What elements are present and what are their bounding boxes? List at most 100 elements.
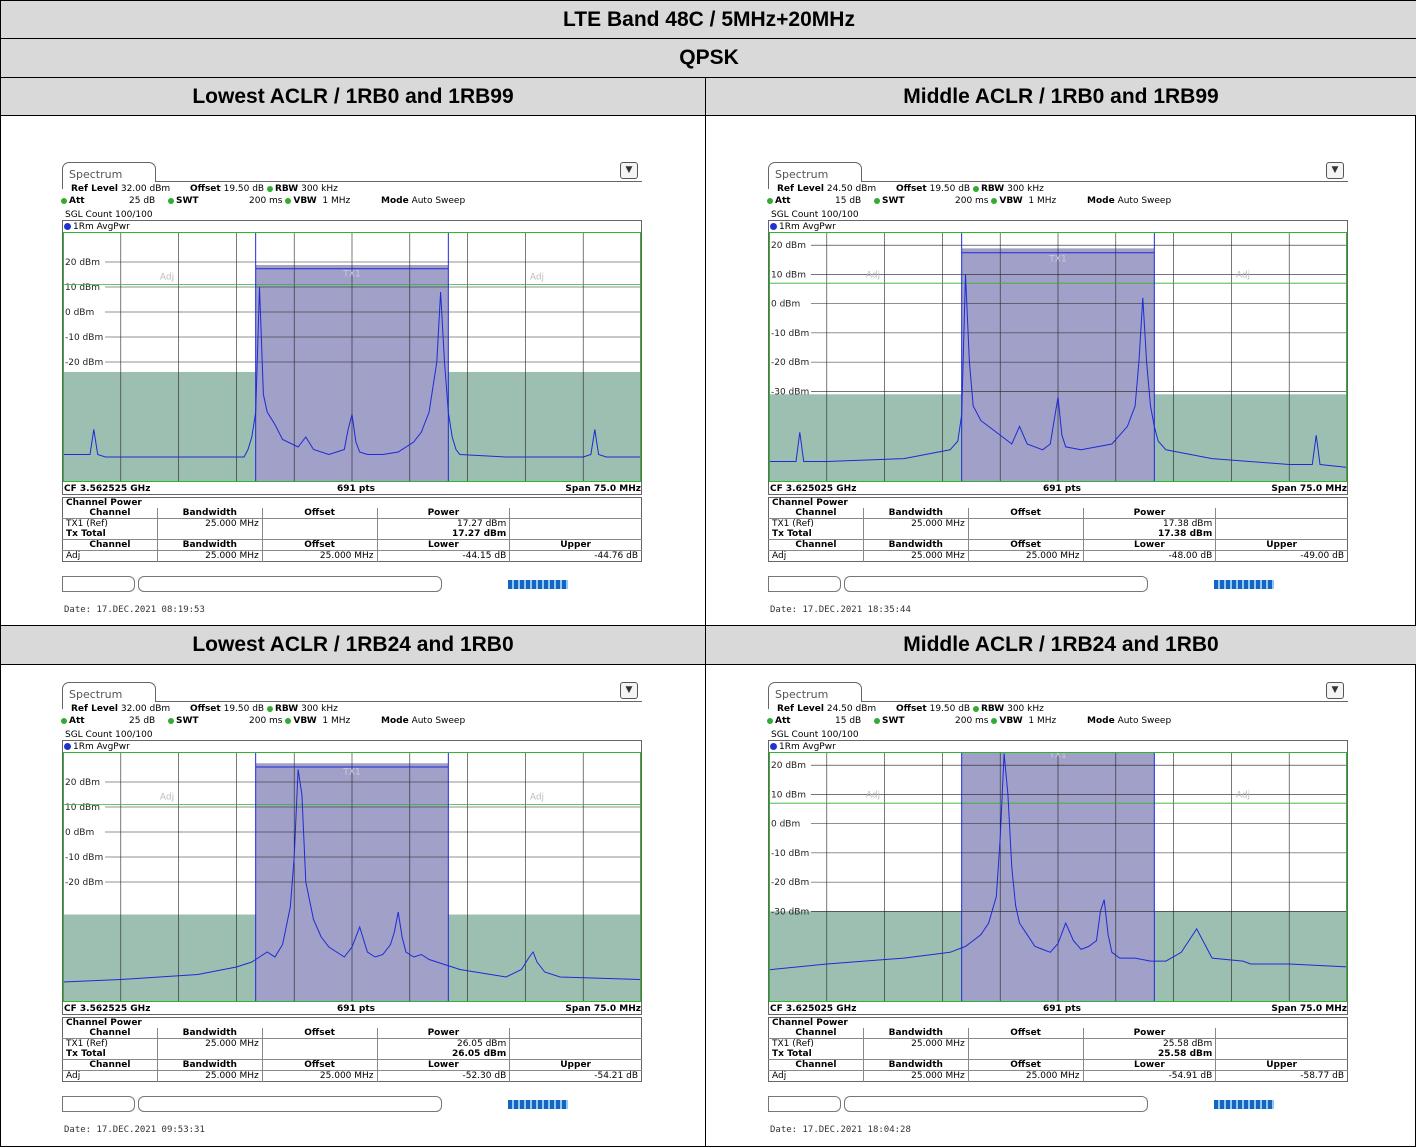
progress-bar [508, 580, 568, 589]
channel-power-table: Channel Power Channel Bandwidth Offset P… [768, 1017, 1348, 1082]
status-message-field[interactable] [844, 576, 1148, 592]
status-dot-icon [972, 185, 979, 192]
channel-power-table: Channel Power Channel Bandwidth Offset P… [62, 497, 642, 562]
ref-level-param: Ref Level 24.50 dBm [777, 704, 877, 714]
points-count: 691 pts [1043, 484, 1082, 494]
menu-icon[interactable]: ▼ [620, 162, 638, 179]
spectrum-panel: Spectrum ▼ Ref Level 32.00 dBm Offset 19… [59, 158, 659, 628]
swt-vbw-param: 200 ms VBW 1 MHz [955, 196, 1057, 206]
progress-bar [508, 1100, 568, 1109]
table-row: Adj 25.000 MHz 25.000 MHz -52.30 dB -54.… [63, 1070, 642, 1082]
y-tick-label: 0 dBm [771, 300, 800, 310]
center-frequency: CF 3.625025 GHz [770, 1004, 857, 1014]
y-tick-label: -30 dBm [771, 387, 809, 397]
menu-icon[interactable]: ▼ [1326, 162, 1344, 179]
col-header: Channel [62, 1059, 158, 1071]
status-message-field[interactable] [138, 576, 442, 592]
swt-vbw-param: 200 ms VBW 1 MHz [249, 716, 351, 726]
spectrum-tab[interactable]: Spectrum [768, 682, 862, 702]
col-header: Upper [1215, 1059, 1348, 1071]
status-message-field[interactable] [844, 1096, 1148, 1112]
status-dot-icon [285, 197, 292, 204]
col-header: Power [376, 1028, 510, 1039]
spectrum-trace [63, 769, 641, 983]
swt-param: SWT [874, 716, 905, 727]
col-header: Channel [62, 508, 158, 519]
att-value: 15 dB [835, 716, 862, 726]
ref-level-param: Ref Level 32.00 dBm [71, 184, 171, 194]
panel-heading-2: Middle ACLR / 1RB0 and 1RB99 [706, 78, 1416, 116]
y-tick-label: 0 dBm [65, 308, 94, 318]
y-tick-label: -30 dBm [771, 907, 809, 917]
y-tick-label: -10 dBm [771, 849, 809, 859]
y-tick-label: -20 dBm [771, 878, 809, 888]
center-frequency: CF 3.562525 GHz [64, 1004, 151, 1014]
status-dot-icon [874, 197, 880, 204]
y-tick-label: 0 dBm [771, 820, 800, 830]
col-header: Offset [261, 1028, 378, 1039]
table-title: Channel Power [66, 498, 142, 508]
adj-channel-upper [1154, 911, 1347, 1002]
span-value: Span 75.0 MHz [565, 484, 641, 494]
trace-dot-icon [64, 743, 71, 750]
sgl-count: SGL Count 100/100 [65, 730, 153, 740]
status-dot-icon [168, 717, 174, 724]
tx1-label: TX1 [342, 768, 360, 778]
att-value: 15 dB [835, 196, 862, 206]
table-row: Tx Total 25.58 dBm [768, 1049, 1348, 1060]
panel-heading-4: Middle ACLR / 1RB24 and 1RB0 [706, 626, 1416, 665]
plot-border [769, 232, 1347, 482]
panel-heading-1: Lowest ACLR / 1RB0 and 1RB99 [1, 78, 705, 116]
menu-icon[interactable]: ▼ [1326, 682, 1344, 699]
status-bar [768, 1096, 1348, 1112]
col-header: Upper [509, 539, 642, 551]
mode-param: Mode Auto Sweep [381, 196, 466, 206]
adj-label: Adj [1236, 790, 1250, 800]
adj-label: Adj [530, 793, 544, 803]
trace-dot-icon [770, 743, 777, 750]
col-header: Bandwidth [862, 1059, 969, 1071]
adj-label: Adj [530, 273, 544, 283]
sgl-count: SGL Count 100/100 [771, 730, 859, 740]
y-tick-label: -20 dBm [65, 358, 103, 368]
status-dot-icon [266, 185, 273, 192]
y-tick-label: 20 dBm [65, 778, 100, 788]
status-dot-icon [874, 717, 880, 724]
page-title: LTE Band 48C / 5MHz+20MHz [1, 1, 1416, 39]
spectrum-tab[interactable]: Spectrum [62, 162, 156, 182]
col-header: Lower [376, 1059, 510, 1071]
att-param: Att [61, 716, 85, 727]
status-dot-icon [767, 717, 773, 724]
status-dot-icon [266, 705, 273, 712]
ref-level-param: Ref Level 32.00 dBm [71, 704, 171, 714]
spectrum-tab[interactable]: Spectrum [62, 682, 156, 702]
tx1-label: TX1 [1048, 752, 1066, 761]
table-row: Adj 25.000 MHz 25.000 MHz -44.15 dB -44.… [63, 550, 642, 562]
menu-icon[interactable]: ▼ [620, 682, 638, 699]
plot-border [63, 232, 641, 482]
adj-channel-upper [448, 372, 641, 482]
status-field[interactable] [768, 1096, 841, 1112]
spectrum-tab[interactable]: Spectrum [768, 162, 862, 182]
col-header: Upper [509, 1059, 642, 1071]
col-header: Offset [967, 508, 1084, 519]
y-tick-label: -20 dBm [65, 878, 103, 888]
row-divider [1, 625, 1416, 626]
plot-border [769, 752, 1347, 1002]
timestamp: Date: 17.DEC.2021 09:53:31 [64, 1125, 205, 1135]
offset-param: Offset 19.50 dB RBW 300 kHz [896, 184, 1044, 194]
status-dot-icon [285, 717, 292, 724]
status-field[interactable] [62, 1096, 135, 1112]
att-value: 25 dB [129, 196, 156, 206]
status-field[interactable] [768, 576, 841, 592]
spectrum-plot: 20 dBm 10 dBm 0 dBm -10 dBm -20 dBm Adj Adj TX1 [63, 232, 641, 482]
trace-label: 1Rm AvgPwr [770, 742, 836, 752]
table-row: TX1 (Ref) 25.000 MHz 17.38 dBm [769, 518, 1348, 529]
status-field[interactable] [62, 576, 135, 592]
table-row: TX1 (Ref) 25.000 MHz 25.58 dBm [769, 1038, 1348, 1049]
adj-channel-upper [448, 914, 641, 1002]
table-title: Channel Power [66, 1018, 142, 1028]
status-message-field[interactable] [138, 1096, 442, 1112]
trace-dot-icon [64, 223, 71, 230]
table-row: TX1 (Ref) 25.000 MHz 26.05 dBm [63, 1038, 642, 1049]
